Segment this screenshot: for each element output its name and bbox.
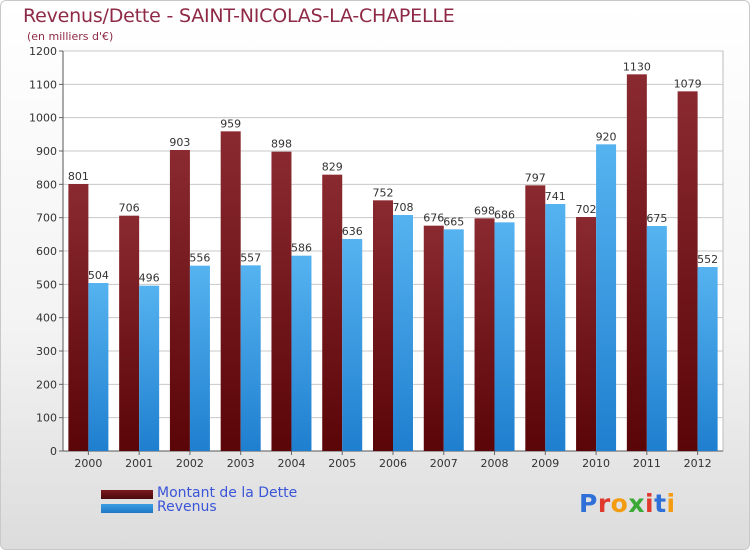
bar-dette bbox=[322, 174, 343, 451]
bar-revenus bbox=[494, 222, 515, 451]
bar-dette bbox=[525, 185, 546, 452]
x-tick-label: 2010 bbox=[582, 457, 610, 470]
data-label-dette: 698 bbox=[474, 204, 495, 217]
data-label-dette: 1130 bbox=[623, 60, 651, 73]
x-tick-label: 2004 bbox=[277, 457, 305, 470]
y-tick-label: 400 bbox=[36, 312, 57, 325]
y-tick-label: 700 bbox=[36, 212, 57, 225]
y-tick-label: 0 bbox=[50, 445, 57, 458]
data-label-dette: 752 bbox=[373, 186, 394, 199]
logo-letter: i bbox=[666, 489, 676, 518]
x-tick-label: 2002 bbox=[176, 457, 204, 470]
bar-dette bbox=[373, 200, 393, 451]
bar-revenus bbox=[342, 239, 363, 451]
data-label-revenus: 557 bbox=[240, 251, 261, 264]
bar-revenus bbox=[545, 204, 566, 451]
bar-revenus bbox=[240, 265, 261, 451]
bar-dette bbox=[677, 91, 698, 451]
data-label-revenus: 741 bbox=[545, 190, 566, 203]
bar-dette bbox=[220, 131, 241, 452]
x-tick-label: 2008 bbox=[481, 457, 509, 470]
bar-revenus bbox=[189, 265, 210, 451]
bar-dette bbox=[576, 217, 597, 451]
y-tick-label: 900 bbox=[36, 145, 57, 158]
bar-dette bbox=[119, 215, 140, 451]
data-label-dette: 702 bbox=[576, 203, 597, 216]
bar-revenus bbox=[88, 283, 109, 451]
chart-subtitle: (en milliers d'€) bbox=[27, 30, 114, 43]
y-tick-label: 1100 bbox=[29, 78, 57, 91]
data-label-dette: 676 bbox=[423, 212, 444, 225]
y-tick-label: 300 bbox=[36, 345, 57, 358]
bar-dette bbox=[169, 150, 190, 451]
x-tick-label: 2001 bbox=[125, 457, 153, 470]
data-label-dette: 801 bbox=[68, 170, 89, 183]
data-label-revenus: 586 bbox=[291, 242, 312, 255]
bar-revenus bbox=[393, 215, 413, 451]
x-tick-label: 2011 bbox=[633, 457, 661, 470]
y-tick-label: 600 bbox=[36, 245, 57, 258]
y-tick-label: 1200 bbox=[29, 45, 57, 58]
y-tick-label: 200 bbox=[36, 378, 57, 391]
data-label-dette: 1079 bbox=[674, 77, 702, 90]
chart-title: Revenus/Dette - SAINT-NICOLAS-LA-CHAPELL… bbox=[23, 5, 455, 27]
legend-label-dette: Montant de la Dette bbox=[157, 485, 298, 501]
x-tick-label: 2003 bbox=[227, 457, 255, 470]
data-label-revenus: 686 bbox=[494, 208, 515, 221]
data-label-revenus: 552 bbox=[697, 253, 718, 266]
logo-letter: o bbox=[610, 489, 629, 518]
data-label-dette: 959 bbox=[220, 117, 241, 130]
data-label-revenus: 920 bbox=[596, 130, 617, 143]
y-tick-label: 500 bbox=[36, 278, 57, 291]
bar-dette bbox=[423, 225, 444, 451]
logo-letter: i bbox=[645, 489, 655, 518]
bar-revenus bbox=[697, 267, 718, 451]
data-label-revenus: 675 bbox=[646, 212, 667, 225]
y-tick-label: 100 bbox=[36, 412, 57, 425]
x-tick-label: 2009 bbox=[531, 457, 559, 470]
bar-revenus bbox=[443, 229, 464, 451]
logo-letter: P bbox=[579, 489, 598, 518]
data-label-dette: 898 bbox=[271, 138, 292, 151]
x-tick-label: 2007 bbox=[430, 457, 458, 470]
x-tick-label: 2005 bbox=[328, 457, 356, 470]
bar-dette bbox=[474, 218, 495, 451]
x-tick-label: 2000 bbox=[74, 457, 102, 470]
data-label-dette: 706 bbox=[119, 202, 140, 215]
bar-dette bbox=[68, 184, 89, 451]
x-tick-label: 2006 bbox=[379, 457, 407, 470]
legend-swatch-dette bbox=[101, 490, 153, 499]
bar-revenus bbox=[646, 226, 667, 451]
data-label-revenus: 504 bbox=[88, 269, 109, 282]
logo-letter: t bbox=[654, 489, 667, 518]
bar-revenus bbox=[596, 144, 617, 452]
legend-label-revenus: Revenus bbox=[157, 499, 217, 515]
data-label-revenus: 496 bbox=[139, 272, 160, 285]
y-tick-label: 800 bbox=[36, 178, 57, 191]
data-label-revenus: 636 bbox=[342, 225, 363, 238]
y-tick-label: 1000 bbox=[29, 112, 57, 125]
data-label-dette: 797 bbox=[525, 171, 546, 184]
data-label-dette: 903 bbox=[169, 136, 190, 149]
legend-swatch-revenus bbox=[101, 504, 153, 513]
logo-letter: x bbox=[628, 489, 645, 518]
data-label-revenus: 665 bbox=[443, 215, 464, 228]
data-label-revenus: 556 bbox=[189, 252, 210, 265]
data-label-revenus: 708 bbox=[393, 201, 414, 214]
logo-letter: r bbox=[597, 489, 611, 518]
bar-dette bbox=[626, 74, 647, 451]
x-tick-label: 2012 bbox=[684, 457, 712, 470]
data-label-dette: 829 bbox=[322, 161, 343, 174]
bar-revenus bbox=[291, 255, 312, 451]
bar-dette bbox=[271, 151, 292, 451]
proxiti-logo: Proxiti bbox=[579, 489, 676, 518]
bar-revenus bbox=[139, 285, 160, 451]
